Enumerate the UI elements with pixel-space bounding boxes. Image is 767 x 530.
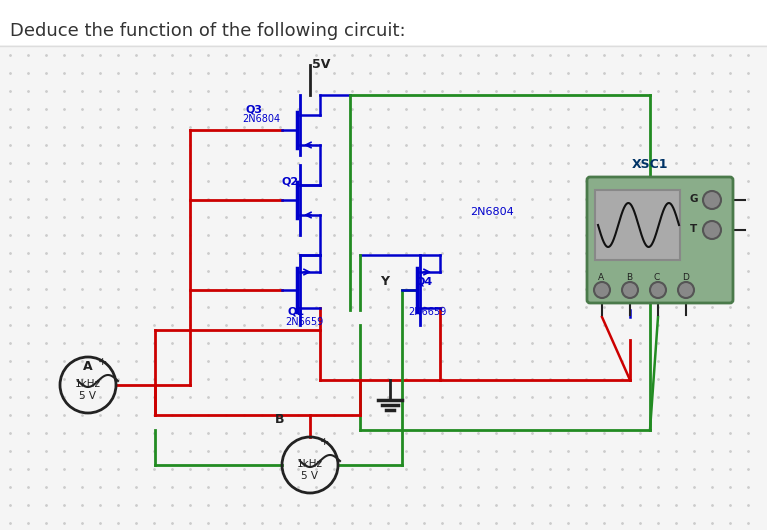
Text: 5 V: 5 V xyxy=(79,391,96,401)
Circle shape xyxy=(678,282,694,298)
Text: B: B xyxy=(626,273,632,282)
Text: 2N6804: 2N6804 xyxy=(242,114,280,124)
Text: A: A xyxy=(83,360,93,373)
Text: C: C xyxy=(654,273,660,282)
Text: 5 V: 5 V xyxy=(301,471,318,481)
Text: 1kHz: 1kHz xyxy=(297,459,323,469)
Circle shape xyxy=(650,282,666,298)
Text: +: + xyxy=(98,357,107,367)
Text: 2N6804: 2N6804 xyxy=(470,207,514,217)
Circle shape xyxy=(594,282,610,298)
Text: Q4: Q4 xyxy=(415,277,433,287)
Text: A: A xyxy=(598,273,604,282)
Bar xyxy=(595,190,680,260)
Text: +: + xyxy=(320,437,329,447)
Text: 5V: 5V xyxy=(312,58,331,71)
Text: D: D xyxy=(682,273,689,282)
Text: Deduce the function of the following circuit:: Deduce the function of the following cir… xyxy=(10,22,406,40)
FancyBboxPatch shape xyxy=(587,177,733,303)
Text: B: B xyxy=(275,413,285,426)
Circle shape xyxy=(622,282,638,298)
Text: Q3: Q3 xyxy=(245,104,262,114)
Text: Q1: Q1 xyxy=(288,307,305,317)
Text: XSC1: XSC1 xyxy=(632,158,668,171)
Text: Q2: Q2 xyxy=(282,177,299,187)
Text: 2N6659: 2N6659 xyxy=(285,317,323,327)
Text: 2N6659: 2N6659 xyxy=(408,307,446,317)
Circle shape xyxy=(703,191,721,209)
Text: G: G xyxy=(690,194,699,204)
Text: Y: Y xyxy=(380,275,389,288)
Text: T: T xyxy=(690,224,697,234)
Text: 1kHz: 1kHz xyxy=(75,379,101,389)
Circle shape xyxy=(703,221,721,239)
